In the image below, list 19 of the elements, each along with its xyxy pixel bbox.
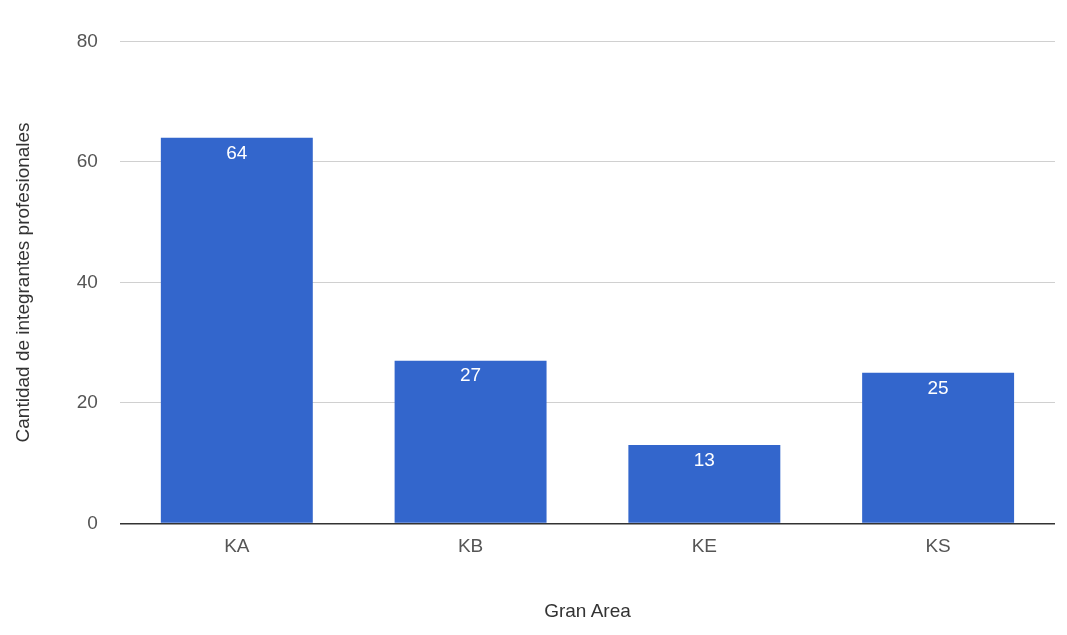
y-tick-label: 20 bbox=[76, 391, 98, 413]
data-label: 64 bbox=[226, 141, 248, 163]
x-axis-title: Gran Area bbox=[544, 599, 632, 621]
y-tick-label: 60 bbox=[76, 150, 98, 172]
y-tick-label: 0 bbox=[87, 511, 98, 533]
x-tick-label: KS bbox=[925, 535, 951, 557]
data-label: 13 bbox=[693, 448, 715, 470]
bar bbox=[394, 360, 547, 523]
y-axis-title: Cantidad de integrantes profesionales bbox=[11, 122, 33, 443]
data-label: 25 bbox=[927, 376, 949, 398]
x-tick-label: KE bbox=[691, 535, 718, 557]
y-tick-label: 40 bbox=[76, 270, 98, 292]
bar bbox=[160, 137, 313, 523]
data-label: 27 bbox=[460, 364, 482, 386]
x-tick-label: KB bbox=[457, 535, 484, 557]
y-tick-label: 80 bbox=[76, 29, 98, 51]
bar bbox=[862, 372, 1015, 523]
bar bbox=[628, 445, 781, 523]
x-tick-label: KA bbox=[224, 535, 250, 557]
